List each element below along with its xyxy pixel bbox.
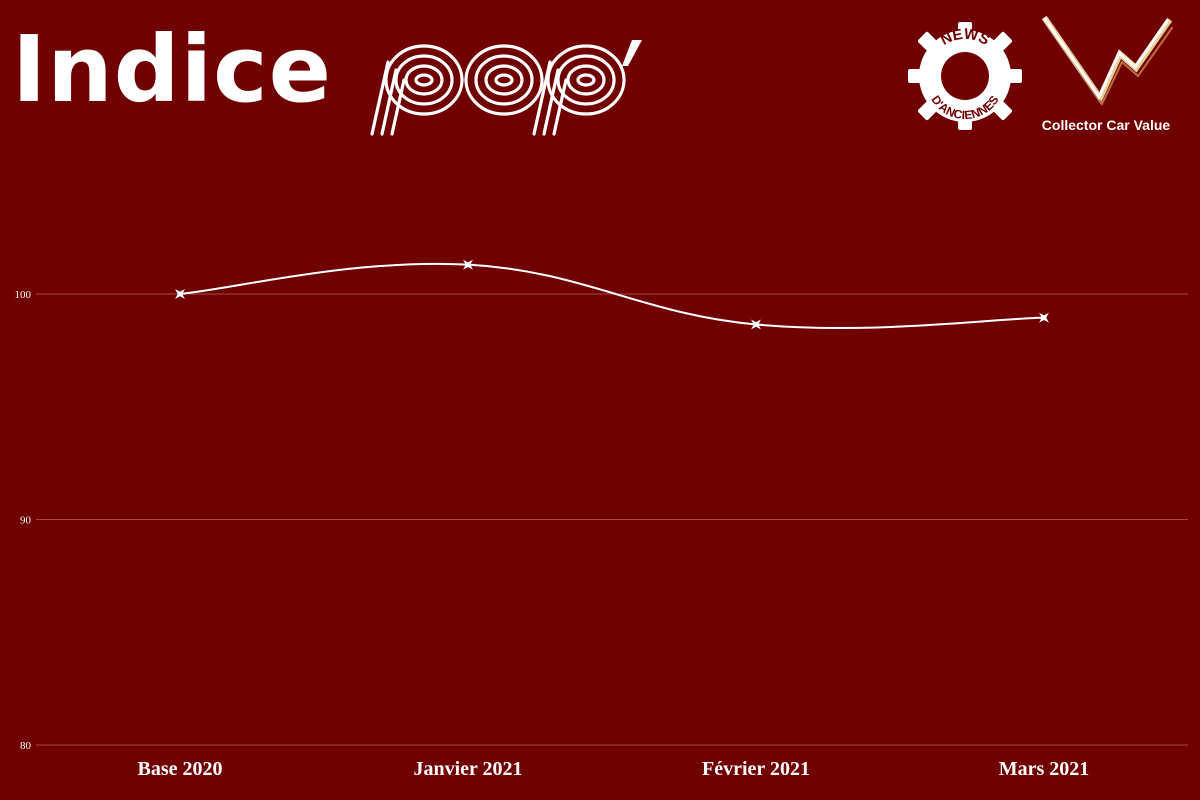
x-category-label: Février 2021 bbox=[702, 758, 810, 780]
grid-lines bbox=[36, 293, 1188, 746]
collector-car-value-logo bbox=[1041, 15, 1174, 107]
data-point-marker bbox=[751, 319, 761, 330]
series-line bbox=[179, 262, 1045, 330]
collector-car-value-label: Collector Car Value bbox=[1041, 117, 1171, 133]
y-tick-label: 100 bbox=[15, 289, 32, 301]
series-line-path bbox=[179, 262, 1045, 330]
chart-title-word: Indice bbox=[12, 16, 333, 123]
x-category-label: Base 2020 bbox=[138, 758, 223, 780]
data-point-marker bbox=[463, 259, 473, 270]
news-danciennes-logo: NEWS D'ANCIENNES bbox=[908, 22, 1022, 130]
x-category-label: Mars 2021 bbox=[999, 758, 1090, 780]
y-tick-label: 80 bbox=[20, 740, 32, 752]
pop-logo bbox=[370, 40, 642, 136]
y-axis-tick-labels: 80 90 100 bbox=[15, 289, 32, 752]
data-point-marker bbox=[175, 289, 185, 299]
x-axis-category-labels: Base 2020 Janvier 2021 Février 2021 Mars 20… bbox=[138, 758, 1090, 780]
data-point-marker bbox=[1039, 312, 1049, 323]
y-tick-label: 90 bbox=[20, 515, 32, 527]
x-category-label: Janvier 2021 bbox=[413, 758, 522, 780]
series-markers bbox=[175, 259, 1049, 330]
